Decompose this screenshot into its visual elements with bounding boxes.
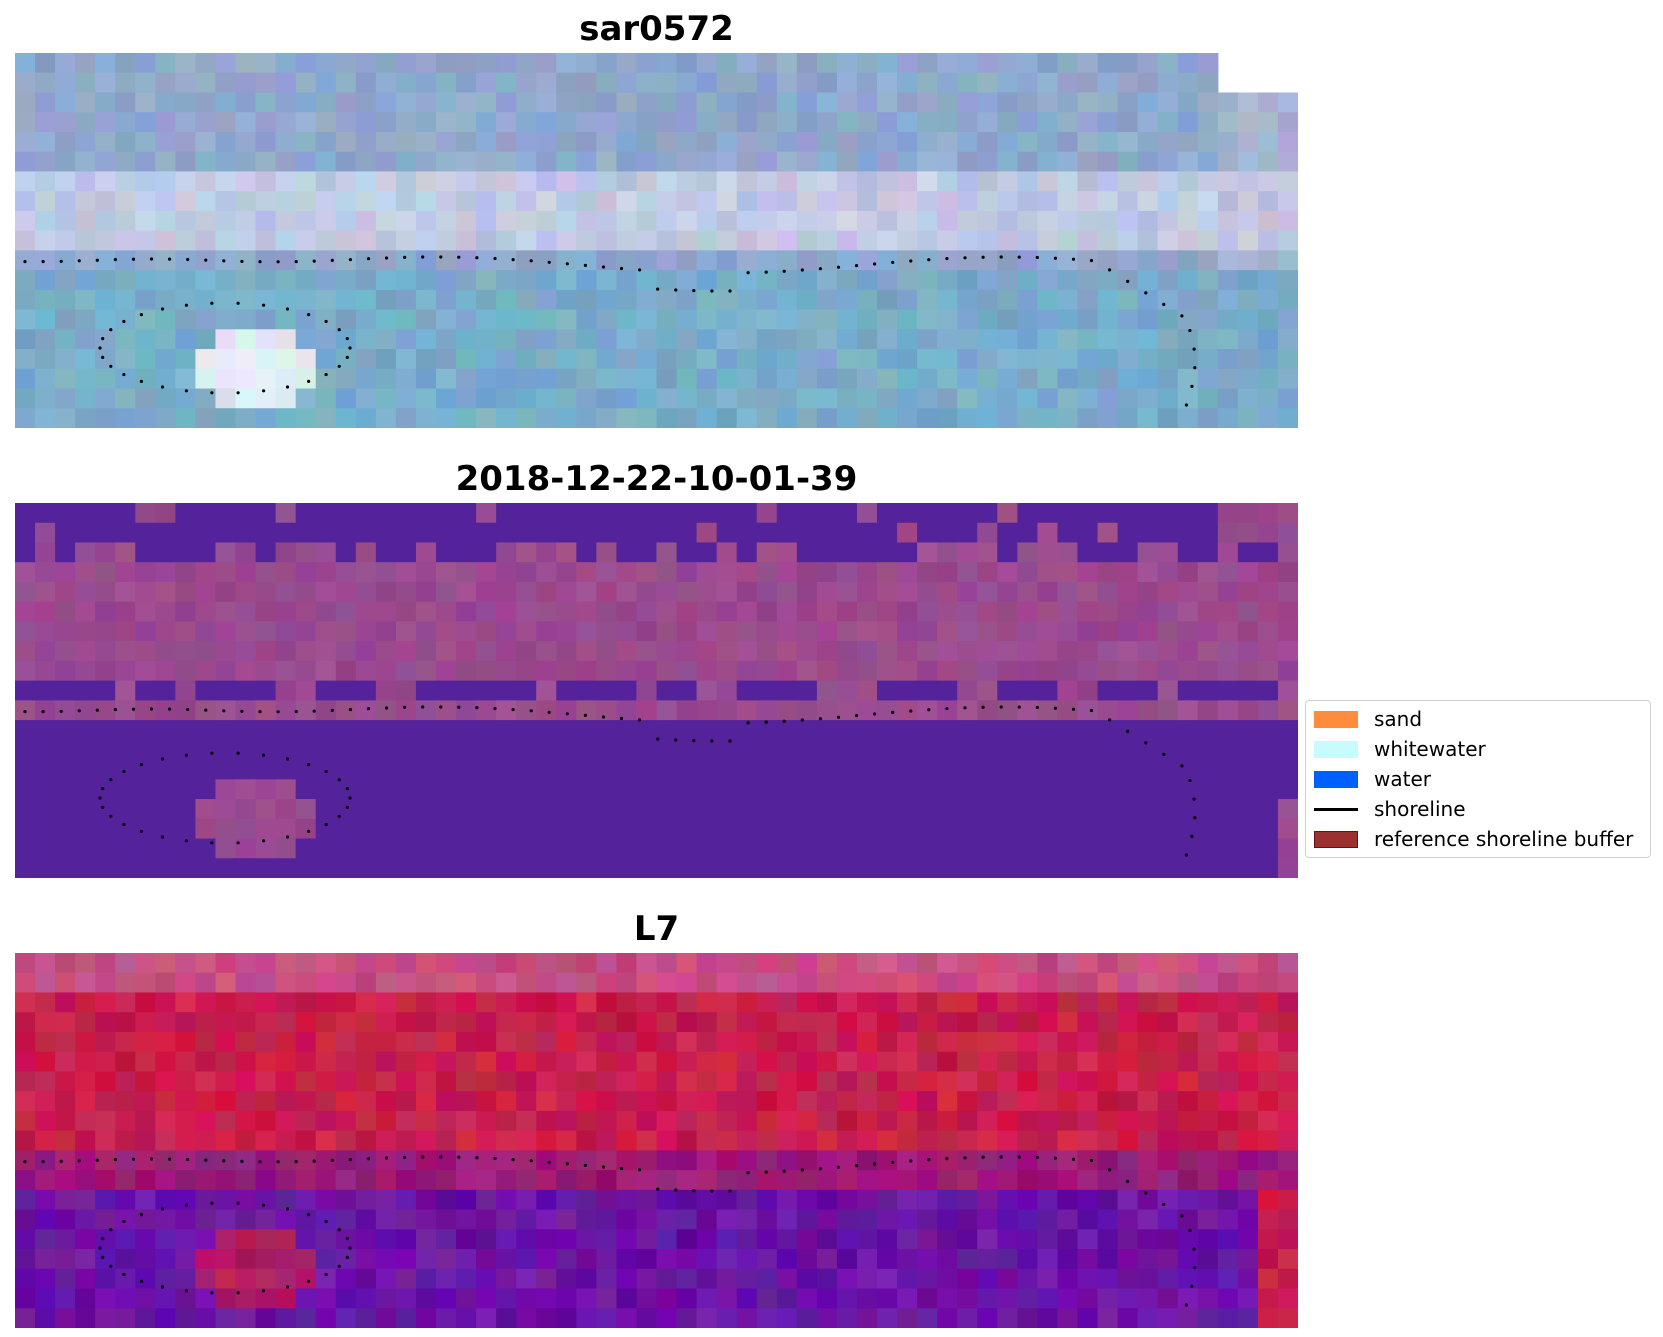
sand-swatch <box>1314 710 1358 728</box>
legend-item-shoreline: shoreline <box>1314 794 1466 824</box>
classification-image-panel <box>15 503 1298 878</box>
legend-item-whitewater: whitewater <box>1314 734 1486 764</box>
legend-label-water: water <box>1374 767 1431 791</box>
panel-title-rgb: sar0572 <box>579 9 734 49</box>
shoreline-line-swatch <box>1314 807 1358 811</box>
shoreline-dots <box>23 705 1197 857</box>
legend-label-reference-buffer: reference shoreline buffer <box>1374 827 1634 851</box>
whitewater-swatch <box>1314 740 1358 758</box>
shoreline-dots <box>23 1155 1197 1307</box>
legend-label-whitewater: whitewater <box>1374 737 1486 761</box>
legend-item-reference-buffer: reference shoreline buffer <box>1314 824 1633 854</box>
legend-item-sand: sand <box>1314 704 1422 734</box>
panel-title-classification: 2018-12-22-10-01-39 <box>455 459 858 499</box>
legend: sand whitewater water shoreline referenc… <box>1305 700 1651 858</box>
rgb-image-panel <box>15 53 1298 428</box>
water-swatch <box>1314 770 1358 788</box>
legend-label-sand: sand <box>1374 707 1423 731</box>
reference-buffer-swatch <box>1314 830 1358 848</box>
legend-label-shoreline: shoreline <box>1374 797 1466 821</box>
legend-item-water: water <box>1314 764 1431 794</box>
shoreline-dots <box>23 255 1197 407</box>
index-image-panel <box>15 953 1298 1328</box>
panel-title-index: L7 <box>633 909 680 949</box>
